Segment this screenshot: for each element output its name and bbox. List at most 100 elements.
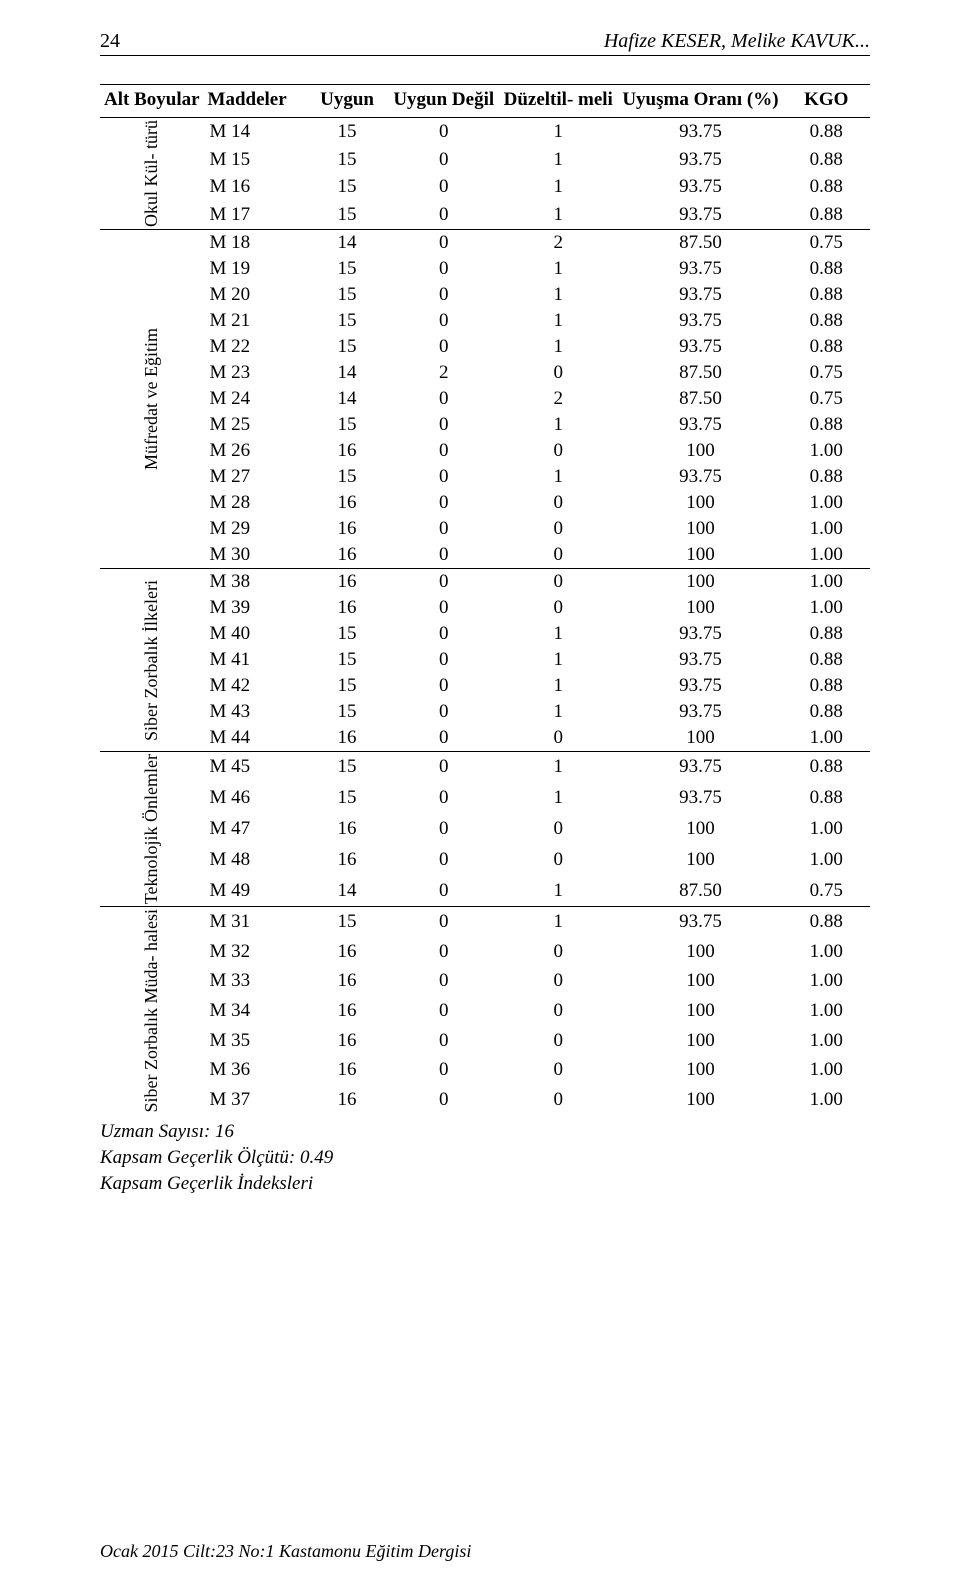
cell-maddeler: M 21 <box>204 308 305 334</box>
cell-uyusma-orani: 100 <box>618 1085 782 1115</box>
cell-maddeler: M 35 <box>204 1026 305 1056</box>
cell-maddeler: M 49 <box>204 875 305 906</box>
cell-uygun-degil: 0 <box>389 569 498 596</box>
cell-maddeler: M 43 <box>204 699 305 725</box>
table-row: M 49140187.500.75 <box>100 875 870 906</box>
cell-maddeler: M 19 <box>204 256 305 282</box>
cell-uygun: 15 <box>305 146 390 174</box>
cell-uyusma-orani: 100 <box>618 725 782 752</box>
group-label-text: Siber Zorbalık Müda- halesi <box>141 909 162 1112</box>
cell-maddeler: M 47 <box>204 814 305 845</box>
cell-uyusma-orani: 93.75 <box>618 907 782 937</box>
cell-duzeltilmeli: 2 <box>498 386 618 412</box>
cell-uygun: 16 <box>305 569 390 596</box>
cell-uygun: 15 <box>305 907 390 937</box>
cell-duzeltilmeli: 0 <box>498 844 618 875</box>
table-row: M 2916001001.00 <box>100 516 870 542</box>
cell-uygun-degil: 0 <box>389 967 498 997</box>
table-row: M 42150193.750.88 <box>100 673 870 699</box>
cell-uyusma-orani: 93.75 <box>618 308 782 334</box>
table-row: M 21150193.750.88 <box>100 308 870 334</box>
cell-kgo: 1.00 <box>783 814 870 845</box>
cell-uygun: 15 <box>305 334 390 360</box>
cell-duzeltilmeli: 0 <box>498 814 618 845</box>
cell-uygun-degil: 0 <box>389 725 498 752</box>
cell-uygun-degil: 0 <box>389 1055 498 1085</box>
cell-maddeler: M 26 <box>204 438 305 464</box>
cell-kgo: 1.00 <box>783 595 870 621</box>
cell-duzeltilmeli: 0 <box>498 967 618 997</box>
cell-uygun-degil: 2 <box>389 360 498 386</box>
group-label-text: Teknolojik Önlemler <box>141 754 162 904</box>
cell-kgo: 0.75 <box>783 386 870 412</box>
cell-uygun-degil: 0 <box>389 783 498 814</box>
cell-kgo: 1.00 <box>783 516 870 542</box>
cell-duzeltilmeli: 0 <box>498 569 618 596</box>
cell-kgo: 1.00 <box>783 1085 870 1115</box>
note-kapsam-indeks: Kapsam Geçerlik İndeksleri <box>100 1173 870 1195</box>
cell-kgo: 1.00 <box>783 1055 870 1085</box>
table-row: Teknolojik ÖnlemlerM 45150193.750.88 <box>100 752 870 783</box>
cell-uyusma-orani: 87.50 <box>618 875 782 906</box>
cell-kgo: 0.88 <box>783 699 870 725</box>
table-header-row: Alt Boyular Maddeler Uygun Uygun Değil D… <box>100 85 870 118</box>
cell-duzeltilmeli: 1 <box>498 201 618 229</box>
cell-duzeltilmeli: 0 <box>498 542 618 569</box>
cell-uygun-degil: 0 <box>389 118 498 146</box>
cell-uyusma-orani: 100 <box>618 814 782 845</box>
table-row: M 17150193.750.88 <box>100 201 870 229</box>
table-row: M 2816001001.00 <box>100 490 870 516</box>
cell-uyusma-orani: 93.75 <box>618 173 782 201</box>
cell-uygun: 15 <box>305 412 390 438</box>
cell-maddeler: M 37 <box>204 1085 305 1115</box>
validity-table: Alt Boyular Maddeler Uygun Uygun Değil D… <box>100 84 870 1115</box>
note-uzman-sayisi: Uzman Sayısı: 16 <box>100 1121 870 1143</box>
cell-maddeler: M 17 <box>204 201 305 229</box>
cell-uygun: 16 <box>305 438 390 464</box>
table-row: M 22150193.750.88 <box>100 334 870 360</box>
cell-uygun: 16 <box>305 542 390 569</box>
cell-kgo: 0.88 <box>783 621 870 647</box>
table-row: M 3616001001.00 <box>100 1055 870 1085</box>
cell-uygun: 16 <box>305 996 390 1026</box>
cell-kgo: 0.88 <box>783 464 870 490</box>
cell-uyusma-orani: 100 <box>618 967 782 997</box>
table-row: M 15150193.750.88 <box>100 146 870 174</box>
cell-maddeler: M 22 <box>204 334 305 360</box>
cell-uygun: 15 <box>305 699 390 725</box>
cell-uygun: 14 <box>305 875 390 906</box>
table-row: M 2616001001.00 <box>100 438 870 464</box>
cell-uygun: 16 <box>305 490 390 516</box>
cell-maddeler: M 48 <box>204 844 305 875</box>
col-alt-boyular: Alt Boyular <box>100 85 204 118</box>
cell-uyusma-orani: 100 <box>618 516 782 542</box>
table-row: M 3316001001.00 <box>100 967 870 997</box>
cell-uygun-degil: 0 <box>389 308 498 334</box>
table-row: M 25150193.750.88 <box>100 412 870 438</box>
cell-maddeler: M 14 <box>204 118 305 146</box>
cell-uyusma-orani: 100 <box>618 937 782 967</box>
cell-uygun: 15 <box>305 173 390 201</box>
group-label: Teknolojik Önlemler <box>100 752 204 907</box>
cell-uygun: 15 <box>305 256 390 282</box>
table-row: M 40150193.750.88 <box>100 621 870 647</box>
cell-uygun: 16 <box>305 967 390 997</box>
cell-uyusma-orani: 93.75 <box>618 464 782 490</box>
cell-maddeler: M 34 <box>204 996 305 1026</box>
cell-duzeltilmeli: 0 <box>498 438 618 464</box>
cell-duzeltilmeli: 1 <box>498 752 618 783</box>
cell-kgo: 1.00 <box>783 490 870 516</box>
table-row: M 3716001001.00 <box>100 1085 870 1115</box>
cell-uyusma-orani: 100 <box>618 490 782 516</box>
cell-uygun-degil: 0 <box>389 937 498 967</box>
cell-uyusma-orani: 93.75 <box>618 201 782 229</box>
cell-uyusma-orani: 93.75 <box>618 752 782 783</box>
cell-duzeltilmeli: 1 <box>498 412 618 438</box>
cell-uygun-degil: 0 <box>389 334 498 360</box>
cell-maddeler: M 27 <box>204 464 305 490</box>
cell-duzeltilmeli: 2 <box>498 230 618 257</box>
cell-duzeltilmeli: 1 <box>498 464 618 490</box>
table-row: Müfredat ve EğitimM 18140287.500.75 <box>100 230 870 257</box>
cell-maddeler: M 42 <box>204 673 305 699</box>
cell-uyusma-orani: 100 <box>618 1026 782 1056</box>
